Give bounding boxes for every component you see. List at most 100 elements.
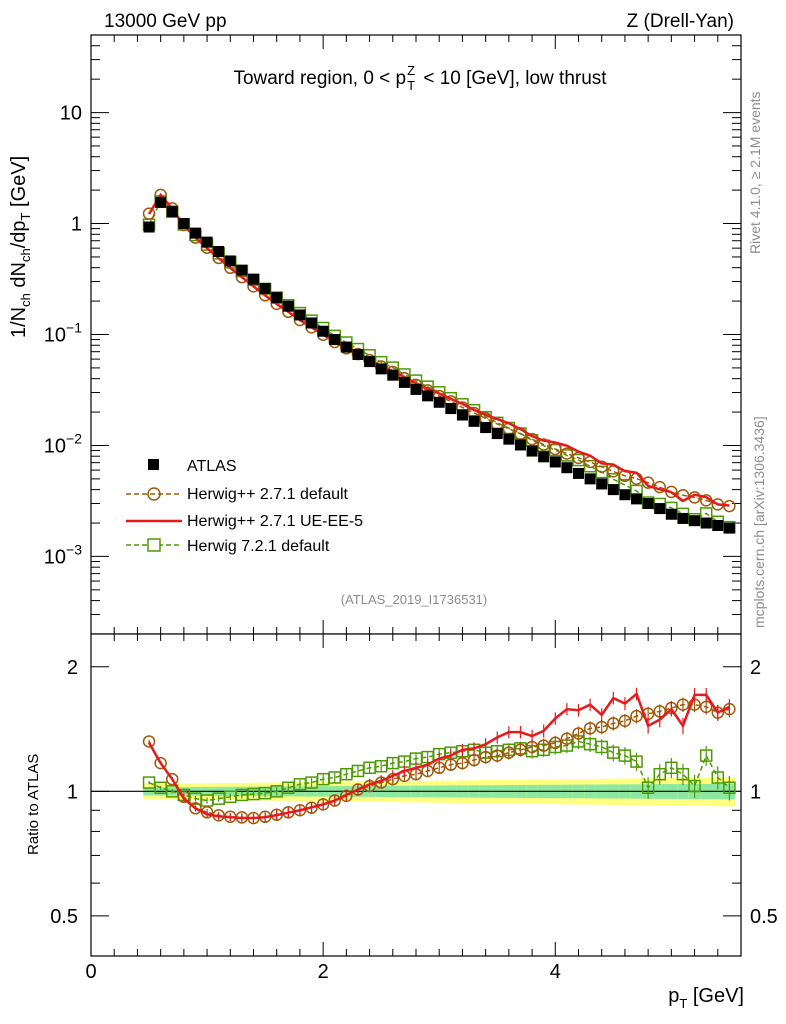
main-point-1-0 bbox=[142, 207, 156, 220]
main-axis-ticks: 0 2 4 10 1 10−1 10−2 10−3 bbox=[44, 34, 742, 983]
ratio-tick-label-left-0: 2 bbox=[67, 657, 78, 679]
ratio-point-3-43 bbox=[641, 781, 655, 795]
atlas-point-35 bbox=[549, 456, 561, 468]
atlas-point-7 bbox=[224, 255, 236, 267]
main-series-layer bbox=[142, 188, 736, 534]
atlas-point-41 bbox=[619, 489, 631, 501]
atlas-point-47 bbox=[689, 515, 701, 527]
atlas-point-0 bbox=[143, 221, 155, 233]
atlas-point-2 bbox=[166, 206, 178, 218]
atlas-point-31 bbox=[503, 433, 515, 445]
atlas-point-8 bbox=[236, 264, 248, 276]
atlas-point-40 bbox=[607, 484, 619, 496]
atlas-point-44 bbox=[654, 503, 666, 515]
atlas-point-45 bbox=[665, 508, 677, 520]
legend-hw271-label: Herwig++ 2.7.1 default bbox=[187, 486, 349, 503]
atlas-point-19 bbox=[364, 356, 376, 368]
atlas-point-16 bbox=[329, 334, 341, 346]
atlas-point-34 bbox=[538, 451, 550, 463]
ratio-point-3-44 bbox=[653, 767, 666, 781]
ratio-point-1-37 bbox=[572, 727, 585, 740]
legend-ueee5-label: Herwig++ 2.7.1 UE-EE-5 bbox=[187, 513, 363, 530]
atlas-point-3 bbox=[178, 218, 190, 230]
ratio-tick-label-right-1: 1 bbox=[750, 781, 761, 803]
atlas-point-18 bbox=[352, 349, 364, 361]
atlas-point-22 bbox=[398, 376, 410, 388]
header-right: Z (Drell-Yan) bbox=[627, 11, 734, 32]
atlas-point-25 bbox=[433, 396, 445, 408]
ratio-point-1-30 bbox=[491, 749, 504, 762]
atlas-point-17 bbox=[340, 341, 352, 353]
main-point-1-43 bbox=[641, 476, 655, 489]
main-point-1-39 bbox=[595, 460, 608, 473]
ratio-point-1-4 bbox=[189, 802, 202, 815]
ratio-point-3-42 bbox=[630, 755, 643, 768]
atlas-point-29 bbox=[480, 422, 492, 434]
x-tick-label-4: 4 bbox=[550, 961, 561, 983]
ratio-tick-label-right-2: 0.5 bbox=[750, 906, 778, 928]
atlas-point-4 bbox=[189, 227, 201, 239]
atlas-point-33 bbox=[526, 445, 538, 457]
atlas-point-15 bbox=[317, 325, 329, 337]
analysis-id: (ATLAS_2019_I1736531) bbox=[341, 592, 487, 607]
ratio-point-3-47 bbox=[688, 779, 701, 793]
atlas-point-6 bbox=[213, 245, 225, 257]
atlas-point-39 bbox=[596, 478, 608, 490]
ratio-point-1-35 bbox=[549, 736, 562, 750]
ratio-point-1-31 bbox=[502, 746, 516, 759]
ratio-series-layer bbox=[142, 687, 736, 825]
legend-hw721-marker bbox=[147, 538, 161, 552]
legend-atlas-marker bbox=[148, 459, 159, 470]
atlas-point-26 bbox=[445, 403, 457, 415]
ratio-point-3-45 bbox=[665, 761, 678, 775]
ratio-point-1-41 bbox=[618, 714, 632, 728]
atlas-point-12 bbox=[282, 300, 294, 312]
ratio-point-3-49 bbox=[711, 771, 725, 784]
atlas-point-13 bbox=[294, 309, 306, 321]
atlas-point-46 bbox=[677, 512, 689, 524]
ratio-point-1-15 bbox=[316, 798, 330, 811]
atlas-point-5 bbox=[201, 236, 213, 248]
header-left: 13000 GeV pp bbox=[104, 11, 227, 32]
legend: ATLAS Herwig++ 2.7.1 default Herwig++ 2.… bbox=[126, 458, 363, 555]
atlas-point-9 bbox=[248, 273, 259, 285]
ratio-tick-label-left-2: 0.5 bbox=[50, 906, 78, 928]
atlas-point-42 bbox=[631, 493, 643, 505]
ratio-point-1-40 bbox=[607, 717, 620, 730]
ratio-point-1-0 bbox=[142, 735, 156, 748]
atlas-point-28 bbox=[468, 415, 480, 427]
atlas-point-38 bbox=[584, 473, 596, 485]
main-point-1-36 bbox=[560, 447, 574, 460]
main-y-axis-label: 1/Nch dNch/dpT [GeV] bbox=[8, 156, 33, 338]
ratio-point-3-50 bbox=[723, 781, 736, 795]
y-tick-label-1: 1 bbox=[71, 214, 82, 236]
x-axis-label: pT [GeV] bbox=[668, 985, 744, 1011]
atlas-point-27 bbox=[456, 409, 468, 421]
ratio-point-1-1 bbox=[154, 756, 167, 770]
atlas-point-11 bbox=[271, 292, 283, 304]
x-tick-label-0: 0 bbox=[85, 961, 96, 983]
atlas-point-32 bbox=[514, 439, 526, 451]
x-tick-label-2: 2 bbox=[318, 961, 329, 983]
ratio-point-3-46 bbox=[676, 767, 690, 781]
y-tick-label-3: 10−2 bbox=[44, 430, 82, 457]
atlas-point-14 bbox=[306, 317, 318, 329]
plot-title: Toward region, 0 < pZ T < 10 [GeV], low t… bbox=[233, 63, 607, 93]
y-tick-label-2: 10−1 bbox=[44, 320, 82, 347]
ratio-point-1-42 bbox=[630, 709, 643, 723]
rivet-label: Rivet 4.1.0, ≥ 2.1M events bbox=[747, 91, 763, 254]
legend-hw271-marker bbox=[147, 487, 161, 501]
ratio-point-1-2 bbox=[166, 772, 179, 786]
main-point-3-48 bbox=[699, 507, 713, 520]
ratio-point-3-48 bbox=[699, 749, 713, 762]
atlas-point-36 bbox=[561, 462, 573, 474]
main-point-1-34 bbox=[537, 438, 550, 451]
atlas-point-43 bbox=[642, 497, 654, 509]
ratio-axis-ticks: 2 2 1 1 0.5 0.5 bbox=[50, 657, 778, 928]
y-tick-label-0: 10 bbox=[60, 103, 82, 125]
ratio-tick-label-left-1: 1 bbox=[67, 781, 78, 803]
ratio-point-1-27 bbox=[456, 756, 469, 770]
atlas-point-50 bbox=[723, 522, 735, 534]
ratio-tick-label-right-0: 2 bbox=[750, 657, 761, 679]
